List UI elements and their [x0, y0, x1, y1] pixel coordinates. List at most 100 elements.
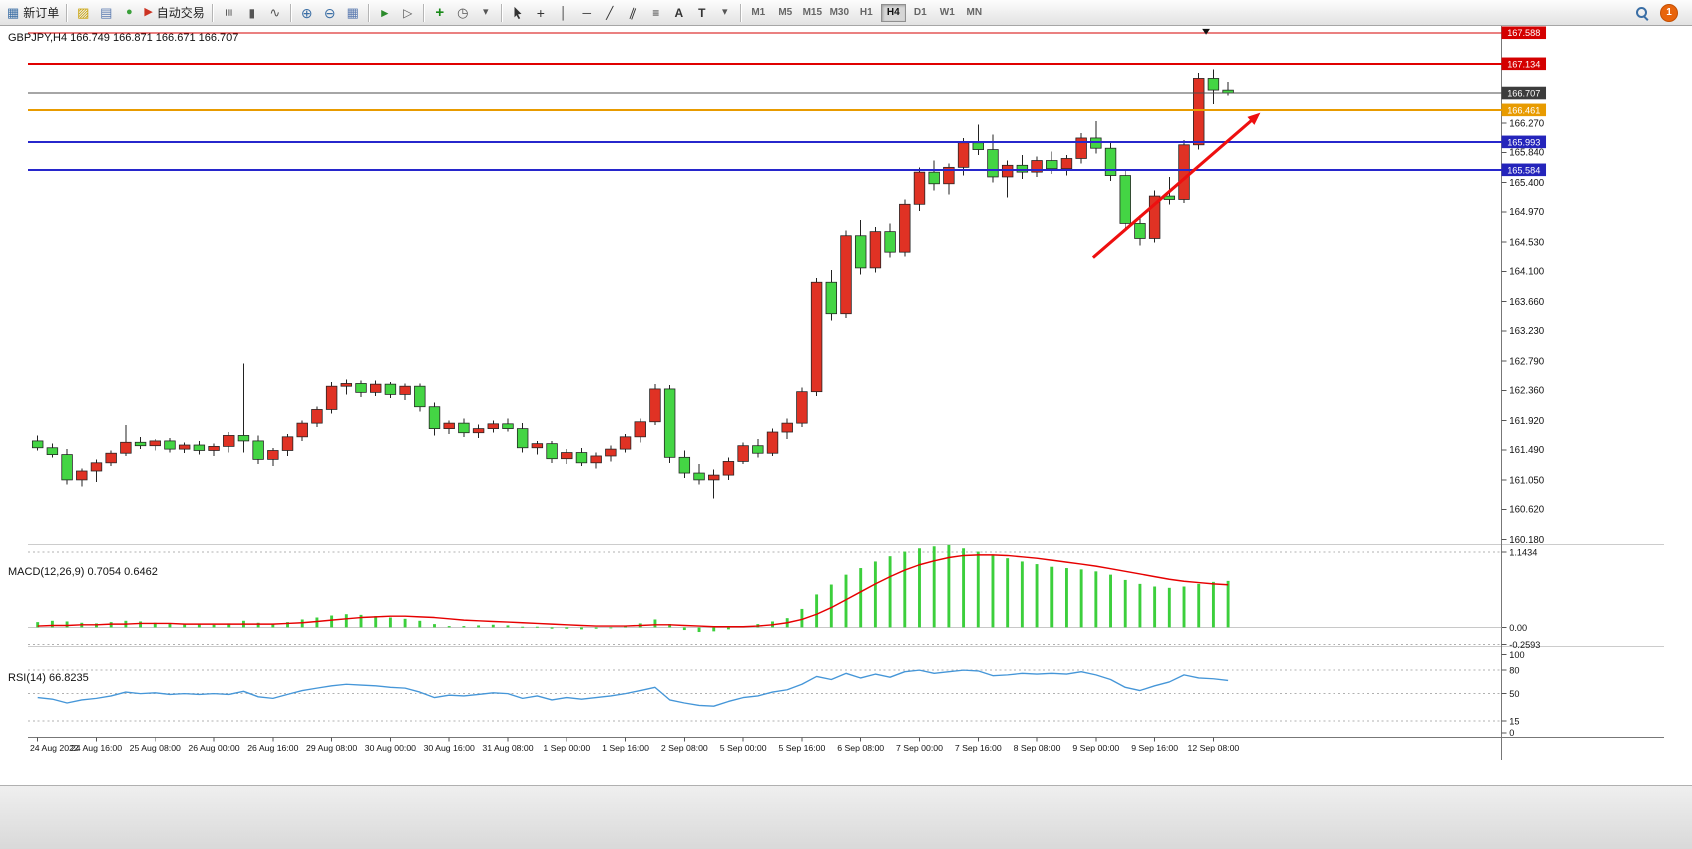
bar-chart-button[interactable]: ≡ — [218, 3, 240, 23]
svg-text:80: 80 — [1509, 666, 1519, 676]
timeframe-H1[interactable]: H1 — [859, 7, 873, 18]
price-badge: 166.461 — [1501, 103, 1547, 117]
svg-text:7 Sep 00:00: 7 Sep 00:00 — [896, 743, 943, 753]
auto-trading-label: 自动交易 — [156, 6, 205, 20]
svg-text:1 Sep 00:00: 1 Sep 00:00 — [543, 743, 590, 753]
svg-text:9 Sep 16:00: 9 Sep 16:00 — [1131, 743, 1178, 753]
timeframe-M30[interactable]: M30 — [829, 7, 850, 18]
chart-window[interactable]: 1.1434 0.00 -0.2593 100 80 50 15 0 167.588 167.13… — [0, 26, 1692, 785]
svg-text:-0.2593: -0.2593 — [1509, 640, 1540, 650]
search-icon — [1635, 6, 1649, 20]
notification-badge[interactable]: 1 — [1660, 3, 1678, 22]
pane-separators — [28, 26, 1664, 760]
svg-text:162.360: 162.360 — [1509, 386, 1544, 397]
channel-icon: ∥ — [627, 4, 639, 21]
svg-text:5 Sep 16:00: 5 Sep 16:00 — [778, 743, 825, 753]
rsi-indicator-label: RSI(14) 66.8235 — [8, 672, 89, 684]
chart-ohlc-label: GBPJPY,H4 166.749 166.871 166.671 166.70… — [8, 32, 239, 44]
price-badge: 167.588 — [1501, 26, 1547, 40]
horizontal-lines-layer: 167.588 167.134 166.707 166.461 165.993 165.5… — [28, 26, 1547, 177]
chevron-down-icon: ▾ — [483, 6, 489, 18]
line-chart-icon: ∿ — [269, 5, 281, 20]
toolbar-separator — [289, 3, 292, 22]
zoom-out-button[interactable]: ⊖ — [319, 3, 341, 23]
periods-button[interactable]: ◷ — [452, 3, 474, 23]
shapes-dropdown[interactable]: ▾ — [714, 3, 736, 23]
fibonacci-button[interactable]: ≡ — [645, 3, 667, 23]
svg-text:164.100: 164.100 — [1509, 267, 1544, 278]
svg-text:165.840: 165.840 — [1509, 148, 1544, 159]
clock-icon: ◷ — [457, 5, 469, 20]
svg-text:6 Sep 08:00: 6 Sep 08:00 — [837, 743, 884, 753]
timeframe-M1[interactable]: M1 — [751, 7, 766, 18]
indicators-button[interactable]: + — [429, 3, 451, 23]
window-bottom-strip — [0, 785, 1692, 849]
chart-shift-button[interactable]: ▷ — [397, 3, 419, 23]
svg-text:166.707: 166.707 — [1507, 89, 1540, 99]
new-order-button[interactable]: ▦ 新订单 — [4, 3, 62, 23]
timeframe-D1[interactable]: D1 — [913, 7, 927, 18]
line-chart-button[interactable]: ∿ — [264, 3, 286, 23]
svg-text:2 Sep 08:00: 2 Sep 08:00 — [661, 743, 708, 753]
svg-text:24 Aug 16:00: 24 Aug 16:00 — [71, 743, 122, 753]
cursor-icon — [514, 6, 522, 19]
toolbar-separator — [422, 3, 425, 22]
toolbar-separator — [500, 3, 503, 22]
candles-layer — [31, 69, 1234, 499]
text-icon: A — [674, 5, 684, 20]
timeframe-M15[interactable]: M15 — [802, 7, 823, 18]
tile-windows-button[interactable]: ▦ — [342, 3, 364, 23]
svg-text:1.1434: 1.1434 — [1509, 547, 1537, 557]
svg-text:166.270: 166.270 — [1509, 118, 1544, 129]
timeframe-W1[interactable]: W1 — [939, 7, 955, 18]
templates-dropdown[interactable]: ▾ — [475, 3, 497, 23]
timeframe-H4[interactable]: H4 — [880, 3, 906, 22]
svg-text:167.134: 167.134 — [1507, 59, 1540, 69]
chart-shift-marker — [1202, 28, 1210, 35]
svg-text:165.993: 165.993 — [1507, 137, 1540, 147]
vertical-line-button[interactable]: │ — [553, 3, 575, 23]
svg-text:165.400: 165.400 — [1509, 178, 1544, 189]
auto-scroll-icon: ► — [378, 5, 391, 20]
svg-text:166.461: 166.461 — [1507, 105, 1540, 115]
timeframe-M5[interactable]: M5 — [778, 7, 793, 18]
new-order-label: 新订单 — [23, 6, 60, 20]
svg-text:29 Aug 08:00: 29 Aug 08:00 — [306, 743, 357, 753]
cursor-button[interactable] — [507, 3, 529, 23]
horizontal-line-button[interactable]: ─ — [576, 3, 598, 23]
label-icon: T — [698, 5, 706, 20]
charts-button[interactable]: ▤ — [95, 3, 117, 23]
price-badge: 165.993 — [1501, 135, 1547, 149]
svg-text:100: 100 — [1509, 650, 1524, 660]
indicators-icon: + — [435, 4, 445, 21]
auto-trading-button[interactable]: ▶ 自动交易 — [141, 3, 207, 23]
timeframe-MN[interactable]: MN — [966, 7, 983, 18]
auto-scroll-button[interactable]: ► — [374, 3, 396, 23]
zoom-in-button[interactable]: ⊕ — [296, 3, 318, 23]
svg-text:26 Aug 16:00: 26 Aug 16:00 — [247, 743, 298, 753]
svg-text:7 Sep 16:00: 7 Sep 16:00 — [955, 743, 1002, 753]
svg-text:8 Sep 08:00: 8 Sep 08:00 — [1014, 743, 1061, 753]
svg-text:167.588: 167.588 — [1507, 28, 1540, 38]
trendline-button[interactable]: ╱ — [599, 3, 621, 23]
metaeditor-button[interactable]: ▨ — [72, 3, 94, 23]
search-button[interactable] — [1631, 3, 1653, 23]
channel-button[interactable]: ∥ — [622, 3, 644, 23]
tile-windows-icon: ▦ — [346, 5, 359, 20]
svg-text:163.660: 163.660 — [1509, 297, 1544, 308]
crosshair-button[interactable]: + — [530, 3, 552, 23]
candlestick-chart-button[interactable]: ▮ — [241, 3, 263, 23]
label-button[interactable]: T — [691, 3, 713, 23]
vertical-line-icon: │ — [560, 5, 568, 20]
charts-icon: ▤ — [100, 5, 113, 20]
rsi-layer: 100 80 50 15 0 — [28, 650, 1525, 738]
price-badge: 166.707 — [1501, 86, 1547, 100]
svg-text:162.790: 162.790 — [1509, 356, 1544, 367]
svg-text:161.050: 161.050 — [1509, 475, 1544, 486]
signals-button[interactable]: ● — [118, 3, 140, 23]
text-button[interactable]: A — [668, 3, 690, 23]
trendline-icon: ╱ — [606, 5, 614, 20]
toolbar-separator — [66, 3, 69, 22]
